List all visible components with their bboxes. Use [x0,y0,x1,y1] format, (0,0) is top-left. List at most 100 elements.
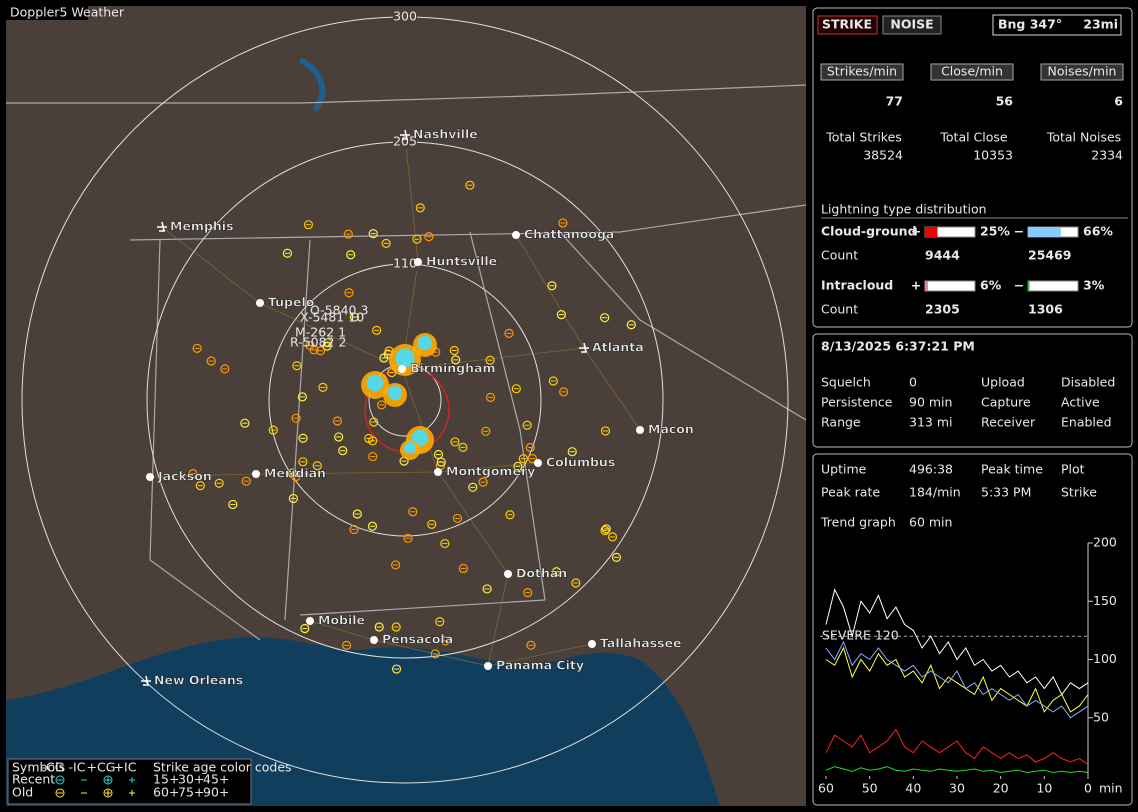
strike-marker [468,482,478,492]
strike-marker [303,220,314,230]
rate-header [930,63,1014,81]
legend-age: 30+ [178,772,204,787]
strike-marker [567,447,577,457]
strike-marker [344,288,354,298]
setting-value: 90 min [909,395,952,410]
strike-marker [318,382,328,392]
storm-cell [417,335,433,351]
setting-value: 60 min [909,515,952,530]
bearing-box [992,14,1122,36]
dist-bar [925,227,938,237]
strike-marker [458,563,468,574]
strike-marker [523,587,533,598]
strike-marker [458,442,468,452]
legend-symbol [103,788,113,798]
legend-box [7,758,252,805]
ring-label-bg [393,257,417,271]
city-label: Huntsville [426,254,497,269]
x-tick-label: 40 [905,781,921,796]
noise-button-label: NOISE [890,17,933,32]
city-label: Columbus [546,455,615,470]
city-dot [512,231,520,239]
legend-symbol [103,775,113,785]
strike-marker [334,432,344,442]
legend-age: 60+ [153,785,179,800]
strike-marker [206,356,216,366]
city-dot [484,662,492,670]
ring-label: 110 [393,256,417,271]
city-dot [434,468,442,476]
setting-value: Enabled [1061,415,1112,430]
rate-value: 6 [1114,94,1123,109]
strike-marker [346,250,356,260]
storm-cell [366,374,384,392]
strike-marker [352,509,362,519]
city-dot [146,473,154,481]
strike-marker [556,310,566,320]
strike-marker [600,426,611,436]
strike-marker [482,584,492,594]
strike-marker [433,449,444,460]
setting-label: Peak time [981,462,1043,477]
legend-age: 90+ [203,785,229,800]
setting-value: 0 [909,375,917,390]
total-label: Total Noises [1046,130,1121,145]
city-label: Memphis [170,219,234,234]
setting-label: Uptime [821,462,867,477]
strike-marker [504,328,514,338]
strike-marker [282,248,293,258]
strike-marker [450,437,460,447]
legend-age: 15+ [153,772,179,787]
city-label: Tallahassee [600,636,682,651]
dist-bar [925,281,928,291]
badge-bg [6,6,88,20]
x-unit: min [1099,781,1123,796]
trend-line [825,640,1089,719]
ring-label: 300 [393,9,417,24]
storm-cell [387,385,403,401]
trend-line [825,588,1089,696]
cell-label: M-262 1 [295,325,346,340]
y-tick-label: 200 [1093,535,1117,550]
count-label: Count [821,302,858,317]
strike-marker [600,525,610,536]
strike-marker [391,560,401,570]
setting-value: Active [1061,395,1100,410]
airport-icon [400,129,410,140]
strike-marker [451,355,461,365]
city-label: Atlanta [592,340,644,355]
legend-text: -IC [69,760,86,775]
ring-label-bg [393,135,417,149]
strike-marker [611,552,622,562]
dist-pct: 66% [1083,224,1113,239]
airport-icon [579,342,589,353]
strike-marker [192,343,202,353]
y-tick-label: 50 [1093,709,1109,724]
panel-box [812,7,1133,328]
x-tick-label: 50 [862,781,878,796]
strike-marker [440,636,451,646]
strike-marker [601,524,611,534]
strike-marker [525,442,535,453]
legend-text: -CG [42,760,65,775]
strike-marker [607,532,618,542]
strike-marker [526,640,536,650]
city-label: Montgomery [446,464,535,479]
ring-label-bg [393,10,417,24]
city-dot [414,258,422,266]
datetime: 8/13/2025 6:37:21 PM [821,339,975,354]
strike-marker [349,524,359,535]
dist-type: Cloud-ground [821,224,917,239]
strike-marker [188,469,198,479]
city-label: Nashville [413,127,478,142]
strike-marker [341,640,352,650]
rate-header-label: Strikes/min [827,64,897,79]
rate-header [820,63,904,81]
dist-count: 9444 [925,248,960,263]
distance: 23mi [1083,17,1118,32]
strike-marker [195,481,205,491]
dist-count: 2305 [925,302,960,317]
city-label: Mobile [318,613,365,628]
strike-marker [322,341,332,351]
setting-label: 5:33 PM [981,485,1031,500]
